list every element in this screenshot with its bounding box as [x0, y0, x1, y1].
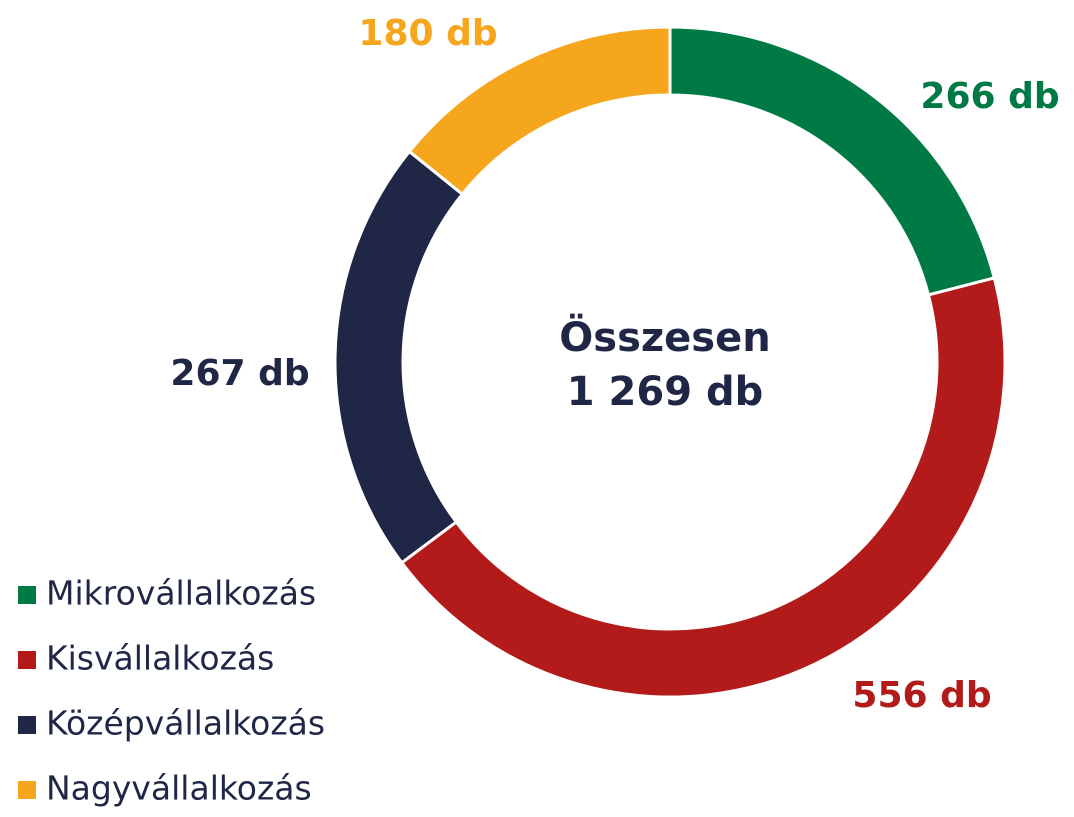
legend-label: Kisvállalkozás	[46, 639, 274, 678]
center-title: Összesen	[559, 313, 770, 361]
legend-swatch	[18, 781, 36, 799]
legend-label: Mikrovállalkozás	[46, 574, 316, 613]
legend-swatch	[18, 716, 36, 734]
legend-label: Középvállalkozás	[46, 704, 325, 743]
center-total: 1 269 db	[567, 369, 763, 415]
donut-segment	[333, 149, 465, 565]
legend-label: Nagyvállalkozás	[46, 769, 312, 808]
donut-segment	[399, 276, 1007, 699]
value-label: 266 db	[920, 76, 1059, 117]
legend-swatch	[18, 586, 36, 604]
legend-swatch	[18, 651, 36, 669]
value-label: 556 db	[852, 675, 991, 716]
value-label: 267 db	[170, 353, 309, 394]
donut-segment	[668, 25, 997, 297]
value-label: 180 db	[358, 13, 497, 54]
donut-segment	[407, 25, 672, 197]
